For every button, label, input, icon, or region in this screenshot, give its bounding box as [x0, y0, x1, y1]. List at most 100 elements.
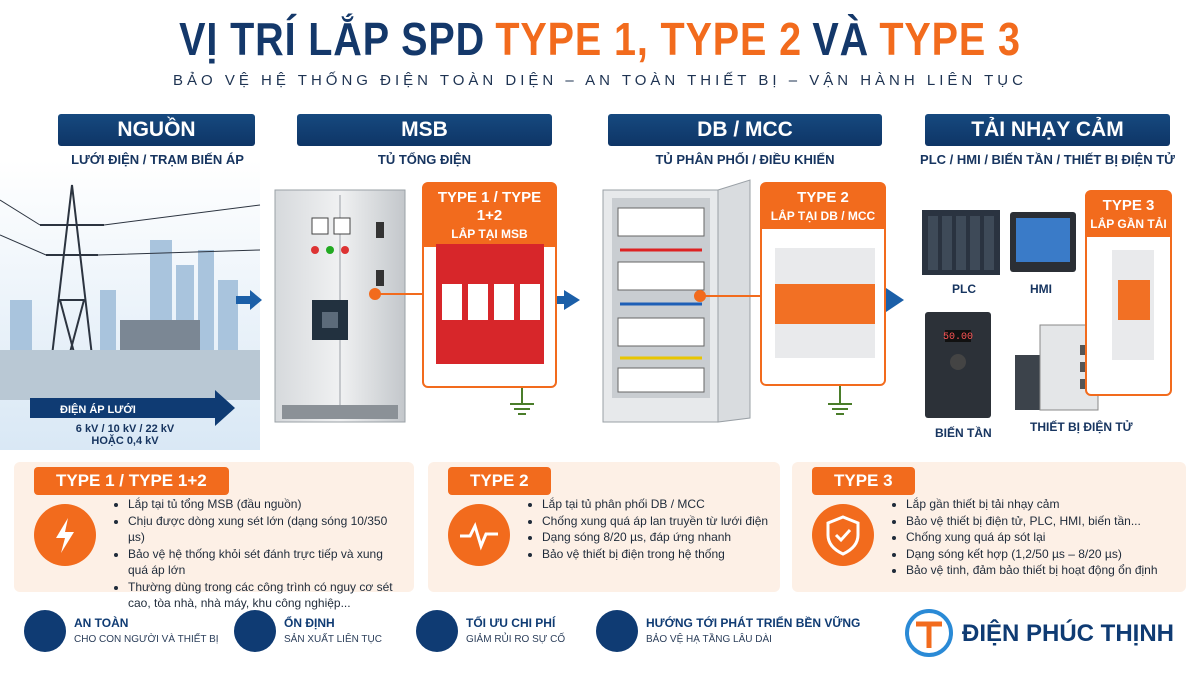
title-part: VỊ TRÍ LẮP SPD: [179, 13, 486, 65]
db-cabinet-part-part: [617, 367, 705, 393]
msb-cabinet-part: [376, 222, 384, 238]
msb-cabinet-part: [326, 246, 334, 254]
bullet: Dạng sóng kết hợp (1,2/50 µs – 8/20 µs): [906, 546, 1158, 563]
title: VỊ TRÍ LẮP SPD TYPE 1, TYPE 2 VÀ TYPE 3: [84, 12, 1116, 66]
bullet: Bảo vệ hệ thống khỏi sét đánh trực tiếp …: [128, 546, 406, 579]
pylon: [0, 184, 261, 391]
badge-title: TYPE 1 / TYPE 1+2: [437, 189, 542, 224]
device-label: HMI: [1030, 282, 1052, 296]
bullet: Dạng sóng 8/20 µs, đáp ứng nhanh: [542, 529, 768, 546]
bullet: Lắp gần thiết bị tải nhạy cảm: [906, 496, 1158, 513]
footer-title: HƯỚNG TỚI PHÁT TRIỂN BỀN VỮNG: [646, 616, 861, 630]
icon-part: [826, 515, 860, 556]
icon-part: [460, 521, 498, 551]
voltage-line: HOẶC 0,4 kV: [91, 435, 159, 447]
db-cabinet-part: [617, 207, 705, 393]
badge-subtitle: LẮP TẠI MSB: [451, 227, 528, 241]
bullet: Bảo vệ thiết bị điện trong hệ thống: [542, 546, 768, 563]
msb-cabinet: [274, 189, 406, 423]
badge: TYPE 3 LẮP GẦN TẢI: [1085, 190, 1172, 396]
card-icon: [812, 504, 874, 566]
msb-cabinet-part: [322, 312, 338, 328]
footer-subtitle: CHO CON NGƯỜI VÀ THIẾT BỊ: [74, 634, 219, 645]
buildings-part: [100, 290, 116, 350]
transformer: [0, 320, 260, 400]
icon-part: [56, 518, 74, 553]
footer-title: AN TOÀN: [74, 616, 129, 630]
flow-arrows-part: [250, 288, 904, 312]
stage-subtitle: PLC / HMI / BIẾN TẦN / THIẾT BỊ ĐIỆN TỬ: [920, 152, 1175, 167]
badge: TYPE 1 / TYPE 1+2 LẮP TẠI MSB: [422, 182, 557, 388]
stage-title: TẢI NHẠY CẢM: [925, 114, 1170, 146]
bullet-list: Lắp gần thiết bị tải nhạy cảmBảo vệ thiế…: [890, 496, 1166, 579]
flow-arrows-part: [552, 296, 564, 304]
bullet: Lắp tại tủ tổng MSB (đầu nguồn): [128, 496, 406, 513]
connectors-part: [369, 288, 381, 300]
card-title: TYPE 3: [812, 467, 915, 495]
footer-item: AN TOÀN CHO CON NGƯỜI VÀ THIẾT BỊ: [24, 604, 224, 658]
flow-arrows-part: [236, 296, 250, 304]
icon: [826, 515, 860, 556]
footer-icon: [596, 610, 638, 652]
brand-logo-part: [905, 609, 953, 657]
badge-header: TYPE 3 LẮP GẦN TẢI: [1087, 192, 1170, 237]
devices-part-part: [984, 216, 994, 270]
db-cabinet-part-part: [617, 317, 705, 347]
pylon-part: [0, 199, 261, 256]
stage-title: NGUỒN: [58, 114, 255, 146]
buildings-part: [10, 300, 32, 360]
bullet: Chịu được dòng xung sét lớn (dạng sóng 1…: [128, 513, 406, 546]
footer-item: HƯỚNG TỚI PHÁT TRIỂN BỀN VỮNG BẢO VỆ HẠ T…: [596, 604, 860, 658]
device-label: PLC: [952, 282, 976, 296]
devices-part-part: [942, 216, 952, 270]
footer-icon: [416, 610, 458, 652]
footer-icon: [24, 610, 66, 652]
db-cabinet-part-part: [617, 207, 705, 237]
msb-cabinet-part: [333, 217, 351, 235]
badge-title: TYPE 2: [797, 189, 849, 206]
footer-item: ỔN ĐỊNH SẢN XUẤT LIÊN TỤC: [234, 604, 394, 658]
title-part: VÀ: [812, 13, 870, 65]
badge-header: TYPE 2 LẮP TẠI DB / MCC: [762, 184, 884, 229]
connectors-part: [694, 290, 706, 302]
devices-part-part: [970, 216, 980, 270]
card: TYPE 2Lắp tại tủ phân phối DB / MCCChống…: [428, 462, 780, 592]
db-cabinet-part: [620, 248, 702, 360]
msb-cabinet-part: [282, 405, 398, 419]
card-icon: [448, 504, 510, 566]
card-title: TYPE 1 / TYPE 1+2: [34, 467, 229, 495]
icon: [56, 518, 74, 553]
badge-subtitle: LẮP TẠI DB / MCC: [770, 209, 876, 223]
stage-subtitle: LƯỚI ĐIỆN / TRẠM BIẾN ÁP: [71, 152, 244, 167]
buildings-part: [198, 250, 214, 350]
msb-cabinet-part: [311, 217, 329, 235]
footer-subtitle: GIẢM RỦI RO SỰ CỐ: [466, 634, 566, 645]
transformer-part: [0, 350, 260, 400]
badge-title: TYPE 3: [1102, 197, 1155, 214]
stage-subtitle: TỦ PHÂN PHỐI / ĐIỀU KHIỂN: [655, 152, 835, 167]
buildings-part: [218, 280, 238, 350]
bullet: Bảo vệ thiết bị điện tử, PLC, HMI, biến …: [906, 513, 1158, 530]
card: TYPE 3Lắp gần thiết bị tải nhạy cảmBảo v…: [792, 462, 1186, 592]
voltage-label: ĐIỆN ÁP LƯỚI: [60, 404, 136, 416]
devices-part: [1016, 218, 1070, 262]
stage-subtitle: TỦ TỔNG ĐIỆN: [377, 152, 472, 167]
footer-icon: [234, 610, 276, 652]
db-cabinet: [602, 179, 751, 423]
device-label: BIẾN TẦN: [935, 426, 992, 440]
footer-title: ỔN ĐỊNH: [284, 616, 335, 630]
devices-part: [945, 330, 971, 342]
bullet: Lắp tại tủ phân phối DB / MCC: [542, 496, 768, 513]
card: TYPE 1 / TYPE 1+2Lắp tại tủ tổng MSB (đầ…: [14, 462, 414, 610]
bullet-list: Lắp tại tủ tổng MSB (đầu nguồn)Chịu được…: [112, 496, 414, 612]
pylon-part: [40, 184, 104, 391]
brand-logo: [905, 609, 953, 657]
subtitle: BẢO VỆ HỆ THỐNG ĐIỆN TOÀN DIỆN – AN TOÀN…: [173, 72, 1027, 89]
footer-title: TỐI ƯU CHI PHÍ: [466, 616, 556, 630]
card-icon: [34, 504, 96, 566]
msb-cabinet-part: [341, 246, 349, 254]
badge-subtitle: LẮP GẦN TẢI: [1090, 217, 1167, 231]
brand-logo-part: [916, 621, 942, 648]
stage-title: MSB: [297, 114, 552, 146]
